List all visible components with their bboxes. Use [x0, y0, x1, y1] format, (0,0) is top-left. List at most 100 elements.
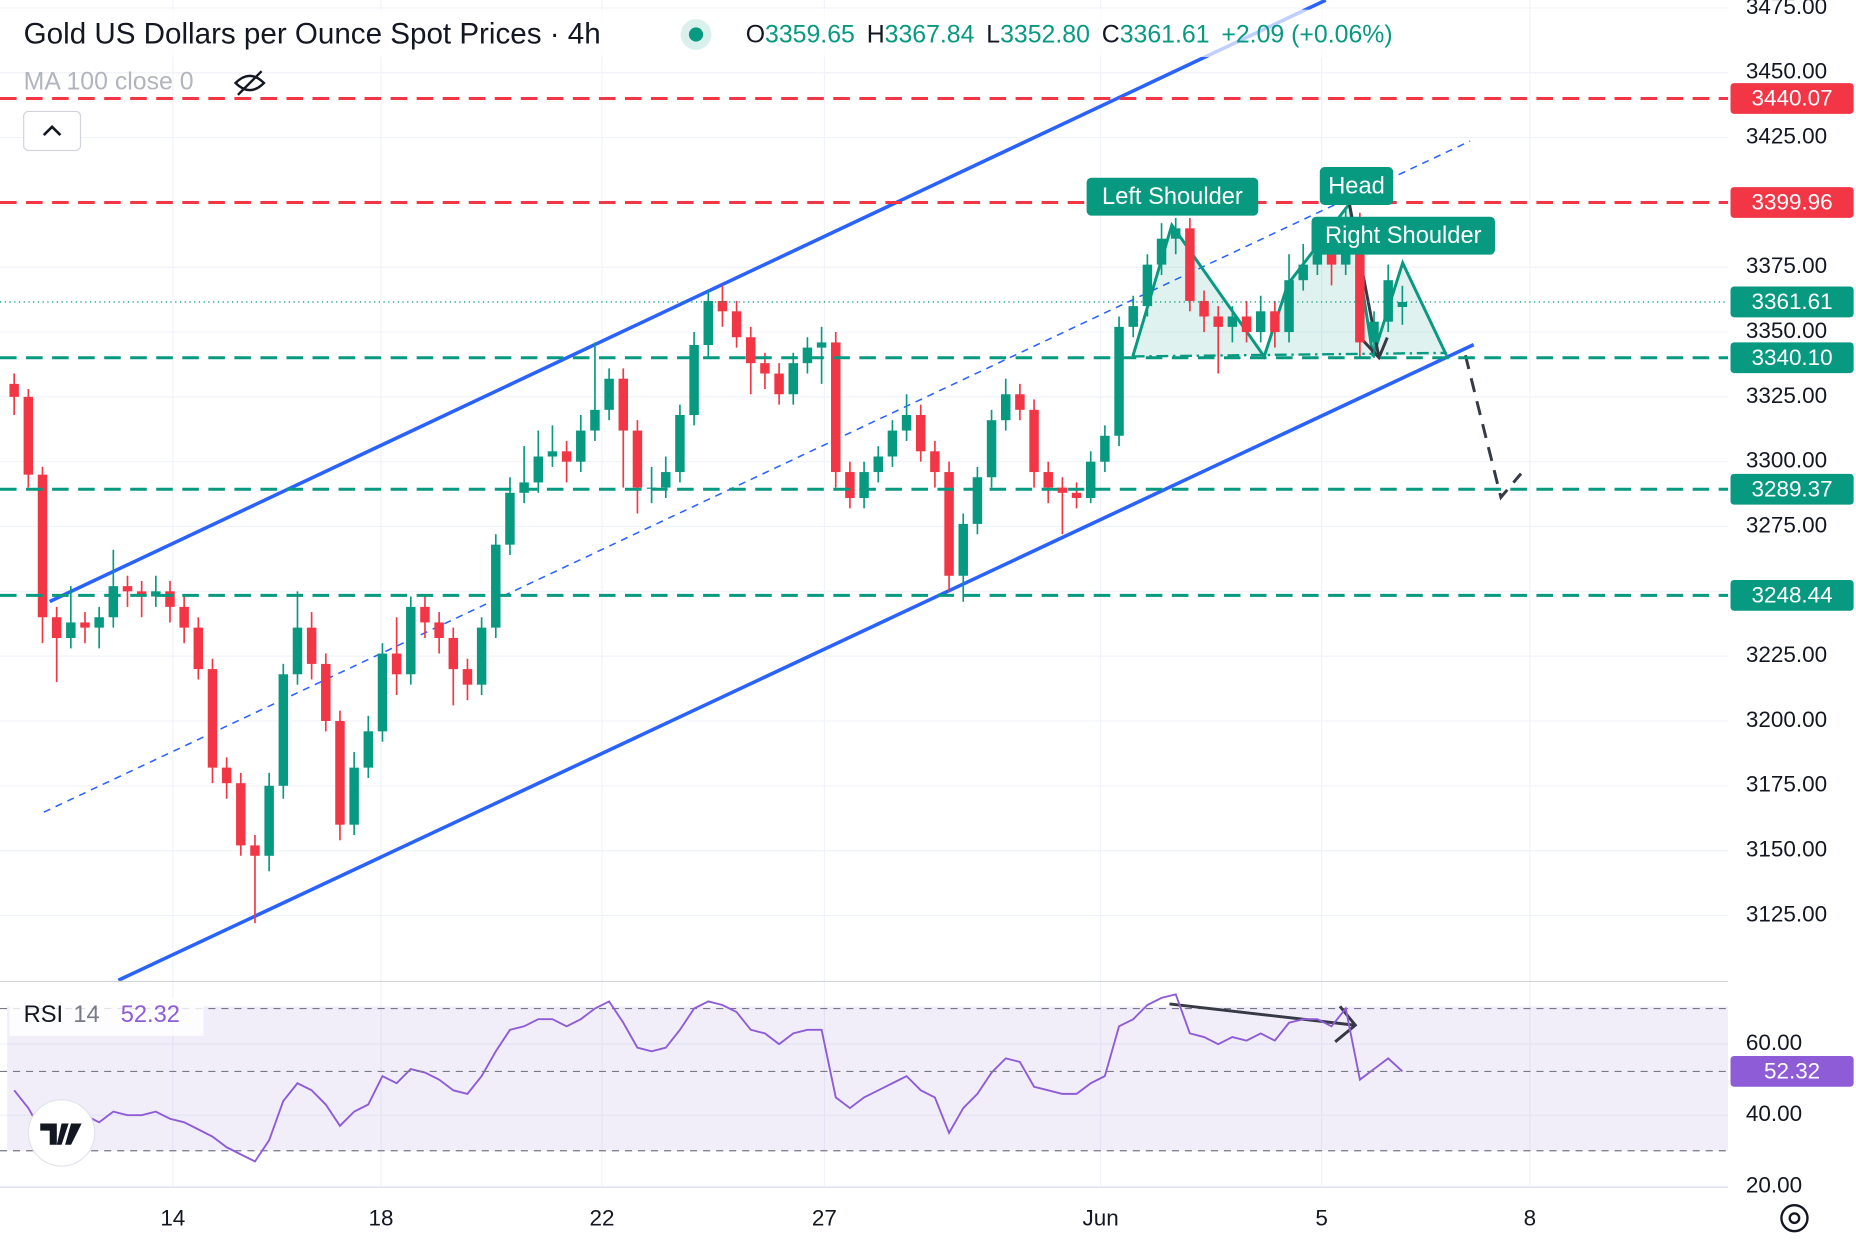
y-tick-label: 3375.00: [1746, 253, 1827, 278]
chart-title: Gold US Dollars per Ounce Spot Prices · …: [24, 17, 601, 50]
candle-body: [1369, 321, 1379, 343]
candle-body: [221, 767, 232, 784]
candle-body: [1085, 461, 1096, 498]
y-tick-label: 3350.00: [1746, 318, 1827, 343]
annotation-label: Head: [1328, 173, 1385, 199]
rsi-line: [13, 993, 1404, 1163]
collapse-button[interactable]: [23, 110, 82, 152]
last-price-tag: [1730, 286, 1854, 318]
candle-body: [604, 378, 614, 410]
candle-body: [321, 663, 331, 721]
candle-body: [533, 456, 544, 483]
candle-body: [179, 606, 189, 628]
candle-body: [1015, 394, 1025, 410]
candle-body: [1270, 311, 1280, 333]
rsi-header-bg: [9, 998, 204, 1036]
y-tick-label: 3425.00: [1746, 124, 1827, 149]
level-label: 3248.44: [1751, 582, 1832, 607]
rsi-tick-label: 40.00: [1746, 1101, 1802, 1126]
candle-body: [972, 477, 983, 524]
level-tag: [1730, 83, 1854, 114]
candle-body: [250, 845, 260, 856]
candle-body: [377, 653, 388, 732]
candle-body: [746, 337, 756, 364]
annotation-box: [1319, 167, 1394, 205]
projection-arrow: [1463, 354, 1523, 501]
candle-body: [576, 430, 586, 462]
marks-layer: [0, 97, 1729, 1163]
candle-body: [151, 591, 161, 597]
candle-body: [519, 482, 529, 493]
candle-body: [774, 373, 784, 395]
candle-body: [1057, 487, 1068, 493]
ohlc-header: O3359.65 H3367.84 L3352.80 C3361.61 +2.09 (+…: [746, 21, 1393, 48]
candle-body: [788, 363, 798, 395]
annotation-box: [1311, 216, 1495, 255]
candle-body: [1298, 264, 1308, 281]
rsi-divergence-tip: [1334, 1005, 1358, 1043]
candle-body: [901, 415, 912, 431]
candle-body: [916, 415, 926, 452]
candle-body: [462, 669, 473, 685]
overlay-layer: Gold US Dollars per Ounce Spot Prices · …: [9, 9, 1809, 1233]
candle-body: [264, 785, 274, 856]
channel-upper: [48, 0, 1327, 604]
ohlc-change: +2.09 (+0.06%): [1221, 21, 1392, 48]
y-tick-label: 3300.00: [1746, 448, 1827, 473]
candle-body: [944, 472, 954, 576]
candle-body: [1071, 492, 1082, 498]
logo: [40, 1123, 82, 1145]
candle-body: [165, 591, 175, 607]
candle-body: [1241, 316, 1252, 333]
y-tick-label: 3150.00: [1746, 837, 1827, 862]
candle-body: [930, 451, 940, 473]
candle-body: [590, 409, 600, 431]
rsi-tick-label: 60.00: [1746, 1030, 1802, 1055]
candle-body: [391, 653, 402, 675]
candle-body: [1312, 254, 1323, 265]
eye-slash: [237, 70, 263, 96]
candle-body: [1142, 264, 1153, 307]
rsi-value: 52.32: [121, 1002, 180, 1028]
candle-body: [675, 415, 685, 473]
candle-body: [689, 345, 699, 416]
candle-body: [1227, 316, 1238, 327]
settings-icon[interactable]: [1780, 1203, 1809, 1233]
candle-body: [1156, 238, 1167, 265]
candle-body: [661, 472, 671, 488]
collapse-icon: [42, 124, 62, 137]
candle-body: [802, 347, 813, 364]
candle-body: [703, 300, 713, 346]
candle-body: [831, 342, 841, 473]
candle-body: [1170, 228, 1181, 239]
rsi-tick-label: 20.00: [1746, 1172, 1802, 1197]
candle-body: [1185, 228, 1195, 301]
candle-body: [887, 430, 898, 457]
neckline: [1132, 351, 1447, 358]
status-dot: [688, 27, 704, 42]
rsi-tag: [1730, 1056, 1854, 1087]
ohlc-key: H: [867, 21, 885, 48]
candle-body: [278, 674, 289, 786]
candle-body: [505, 492, 515, 545]
level-tag: [1730, 473, 1854, 505]
level-tag: [1730, 579, 1854, 611]
candle-body: [845, 472, 855, 498]
settings-icon-core: [1788, 1212, 1801, 1225]
candle-body: [80, 622, 90, 628]
x-tick-label: 14: [160, 1205, 185, 1230]
x-tick-label: 8: [1524, 1205, 1536, 1230]
annotation-box: [1086, 177, 1259, 216]
last-price-label: 3361.61: [1751, 289, 1832, 314]
candle-body: [547, 451, 558, 457]
annotation-label: Left Shoulder: [1102, 184, 1243, 210]
candle-body: [1114, 326, 1124, 436]
candle-body: [9, 383, 19, 397]
candle-body: [23, 396, 34, 475]
eye-icon[interactable]: [233, 70, 266, 96]
candle-body: [986, 420, 997, 478]
candle-body: [760, 363, 770, 374]
candle-body: [632, 430, 643, 488]
candle-body: [1255, 311, 1266, 333]
